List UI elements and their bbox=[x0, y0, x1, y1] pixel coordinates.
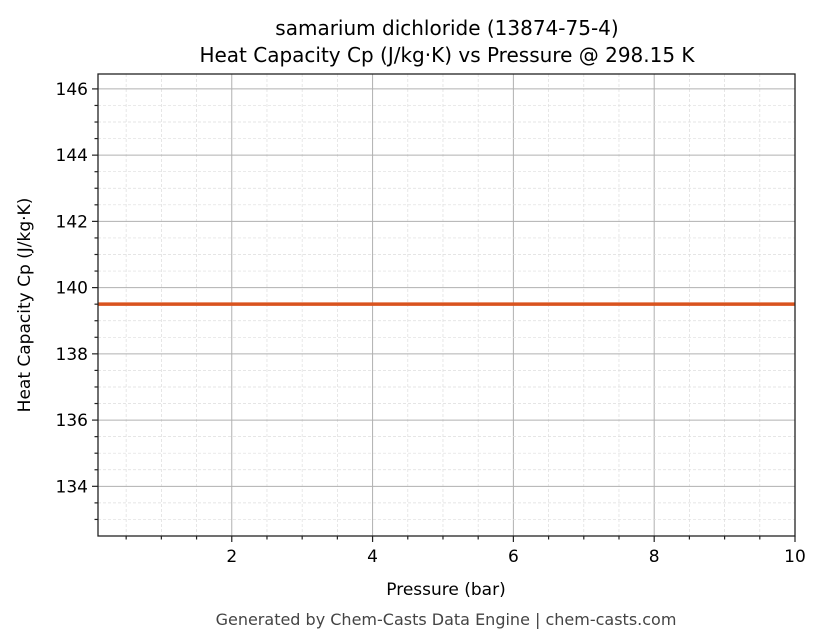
plot-frame bbox=[97, 73, 796, 537]
y-tick-label: 144 bbox=[56, 146, 88, 166]
y-tick-label: 138 bbox=[56, 345, 88, 365]
y-tick-label: 142 bbox=[56, 212, 88, 232]
ticks: 2 4 6 8 10 134 136 138 140 142 144 146 bbox=[56, 80, 806, 567]
x-tick-label: 4 bbox=[367, 547, 378, 567]
y-tick-label: 140 bbox=[56, 279, 88, 299]
chart-title: samarium dichloride (13874-75-4) bbox=[275, 16, 618, 40]
y-tick-label: 136 bbox=[56, 411, 88, 431]
x-tick-label: 8 bbox=[649, 547, 660, 567]
y-tick-label: 146 bbox=[56, 80, 88, 100]
y-axis-label: Heat Capacity Cp (J/kg·K) bbox=[15, 198, 35, 413]
x-axis-label: Pressure (bar) bbox=[386, 580, 505, 600]
x-tick-label: 6 bbox=[508, 547, 519, 567]
x-tick-label: 10 bbox=[784, 547, 806, 567]
y-tick-label: 134 bbox=[56, 477, 88, 497]
footer-credit: Generated by Chem-Casts Data Engine | ch… bbox=[216, 610, 677, 629]
chart-subtitle: Heat Capacity Cp (J/kg·K) vs Pressure @ … bbox=[199, 43, 695, 67]
x-tick-label: 2 bbox=[226, 547, 237, 567]
